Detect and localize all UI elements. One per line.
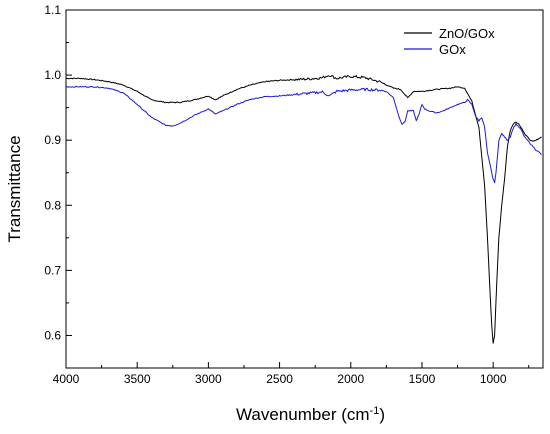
x-tick-label: 3500 xyxy=(124,372,151,386)
x-tick-label: 1500 xyxy=(409,372,436,386)
tick-layer: 4000 3500 3000 2500 2000 1500 1000 0.6 0.7 0.8 0.9… xyxy=(44,3,530,386)
y-tick-label: 0.8 xyxy=(44,198,61,212)
x-tick-label: 1000 xyxy=(480,372,507,386)
x-tick-label: 4000 xyxy=(53,372,80,386)
x-tick-label: 3000 xyxy=(195,372,222,386)
y-tick-label: 0.6 xyxy=(44,328,61,342)
x-tick-label: 2500 xyxy=(266,372,293,386)
legend-label-gox: GOx xyxy=(439,42,466,57)
y-tick-label: 0.7 xyxy=(44,263,61,277)
x-axis-title-close: ) xyxy=(379,405,385,424)
x-axis-title: Wavenumber (cm-1) xyxy=(236,405,385,424)
series-line-gox xyxy=(66,85,542,184)
plot-frame xyxy=(65,9,544,369)
x-tick-label: 2000 xyxy=(337,372,364,386)
x-axis-title-main: Wavenumber (cm xyxy=(236,405,370,424)
y-tick-label: 0.9 xyxy=(44,133,61,147)
y-axis-title: Transmittance xyxy=(5,135,24,242)
legend: ZnO/GOx GOx xyxy=(404,26,495,57)
x-axis-title-superscript: -1 xyxy=(370,405,380,417)
y-tick-label: 1.0 xyxy=(44,68,61,82)
legend-label-zno-gox: ZnO/GOx xyxy=(439,26,495,41)
y-tick-label: 1.1 xyxy=(44,3,61,17)
series-line-zno-gox xyxy=(66,74,542,344)
series-layer xyxy=(66,74,542,344)
